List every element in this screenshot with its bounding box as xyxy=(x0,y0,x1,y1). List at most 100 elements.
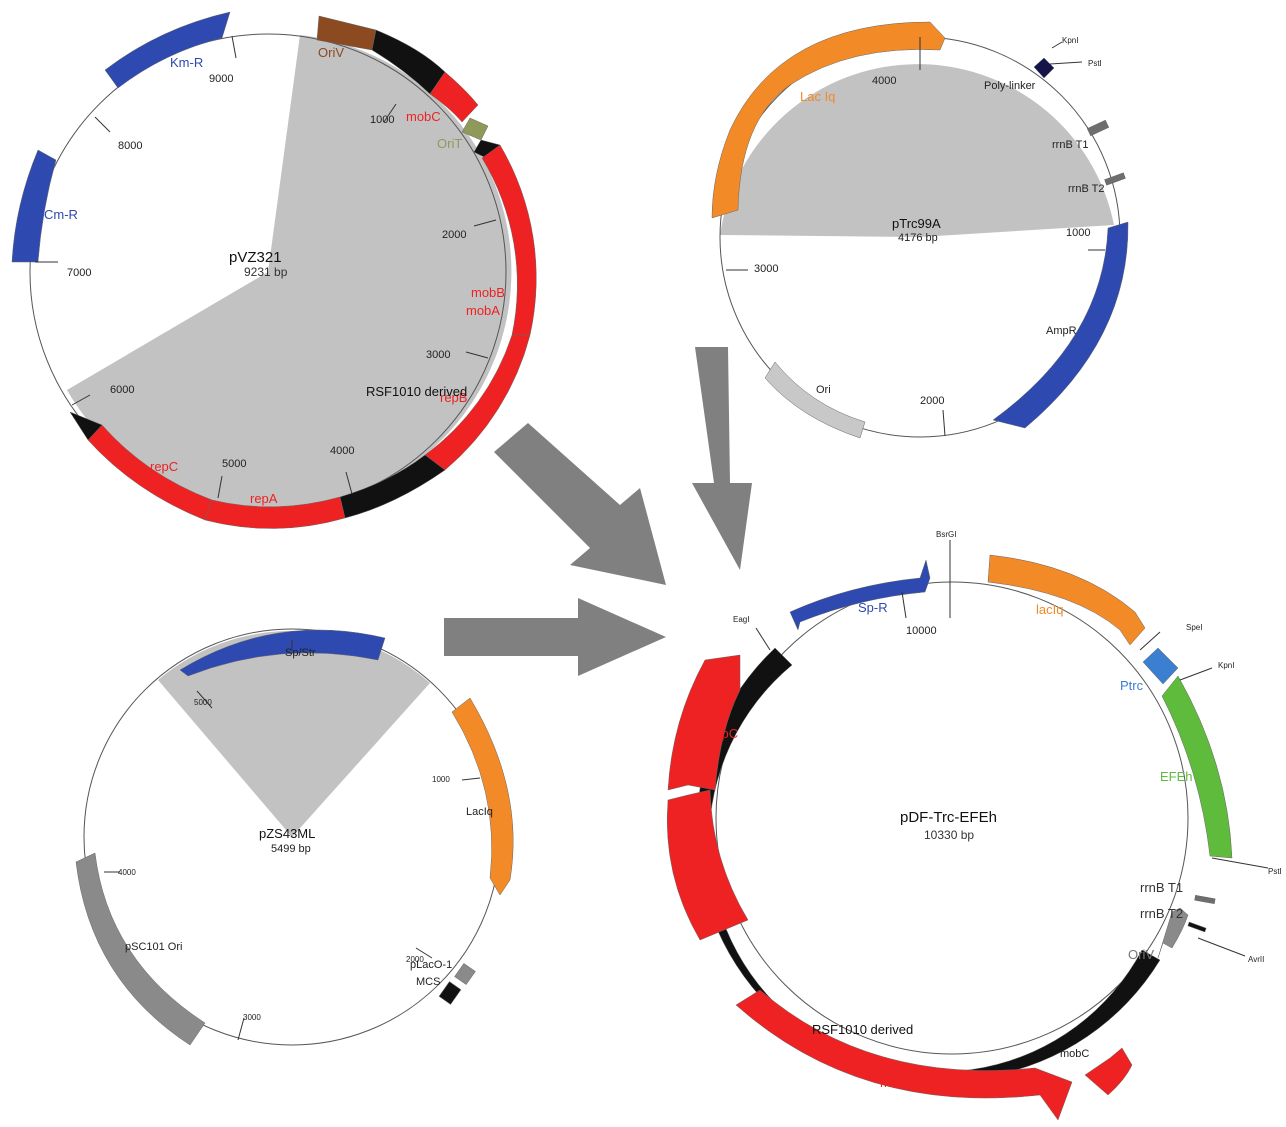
pzs43ml-label-mcs: MCS xyxy=(416,976,440,988)
pzs43ml-name: pZS43ML xyxy=(259,826,315,841)
pvz321-region-label: RSF1010 derived xyxy=(366,384,467,399)
pdf-feature-moba xyxy=(735,989,1073,1121)
pdf-label-mobc: mobC xyxy=(1060,1048,1089,1060)
pvz321-tick-5000: 5000 xyxy=(222,458,246,470)
ptrc99a-shaded-region xyxy=(720,64,1114,237)
pzs43ml-size: 5499 bp xyxy=(271,843,311,855)
ptrc99a-size: 4176 bp xyxy=(898,232,938,244)
ptrc99a-feature-laciq xyxy=(711,21,946,219)
pvz321-tick-3000: 3000 xyxy=(426,349,450,361)
ptrc99a-feature-ampr xyxy=(992,221,1129,429)
pvz321-feature-km-r xyxy=(104,11,231,89)
pdf-region-label: RSF1010 derived xyxy=(812,1022,913,1037)
pvz321-size: 9231 bp xyxy=(244,265,288,279)
pvz321-tick-marks xyxy=(35,35,497,499)
pdf-size: 10330 bp xyxy=(924,828,974,842)
ptrc99a-label-ampr: AmpR xyxy=(1046,325,1077,337)
pzs43ml-label-psc101-ori: pSC101 Ori xyxy=(125,941,182,953)
pzs43ml-tick-2000: 2000 xyxy=(406,955,424,964)
ptrc99a-label-laciq: Lac Iq xyxy=(800,89,835,104)
pdf-label-rrnb-t1: rrnB T1 xyxy=(1140,880,1183,895)
pdf-feature-ptrc xyxy=(1142,647,1179,685)
pvz321-tick-4000: 4000 xyxy=(330,445,354,457)
pvz321-tick-1000: 1000 xyxy=(370,114,394,126)
ptrc99a-feature-ori xyxy=(764,361,866,439)
pvz321-feature-black-4 xyxy=(69,411,103,441)
ptrc99a-feature-poly-linker xyxy=(1033,57,1055,79)
plasmid-map-pvz321: 1000 2000 3000 4000 5000 6000 7000 8000 … xyxy=(11,11,537,529)
pvz321-label-mobc: mobC xyxy=(406,109,441,124)
pdf-label-repa: repA xyxy=(688,841,716,856)
pdf-feature-mobc xyxy=(1084,1047,1133,1096)
pvz321-label-km-r: Km-R xyxy=(170,55,203,70)
ptrc99a-label-poly-linker: Poly-linker xyxy=(984,80,1036,92)
pdf-site-spei: SpeI xyxy=(1186,623,1202,632)
pdf-label-sp-r: Sp-R xyxy=(858,600,888,615)
pvz321-label-repa: repA xyxy=(250,491,278,506)
ptrc99a-feature-rrnb-t1 xyxy=(1086,119,1110,137)
pvz321-shaded-region xyxy=(67,35,512,510)
pdf-feature-rrnb-t2 xyxy=(1187,921,1207,933)
pvz321-label-mobb: mobB xyxy=(471,285,505,300)
pzs43ml-feature-psc101-ori xyxy=(75,852,206,1046)
pvz321-tick-9000: 9000 xyxy=(209,73,233,85)
ptrc99a-label-rrnb-t1: rrnB T1 xyxy=(1052,139,1088,151)
pdf-feature-laciq xyxy=(987,554,1146,646)
pdf-site-lines xyxy=(755,540,1269,957)
pdf-feature-repc xyxy=(667,654,741,791)
pdf-site-eagi: EagI xyxy=(733,615,749,624)
pdf-label-oriv: OriV xyxy=(1128,947,1154,962)
pzs43ml-feature-sp-str xyxy=(179,629,386,677)
pvz321-tick-8000: 8000 xyxy=(118,140,142,152)
ptrc99a-name: pTrc99A xyxy=(892,216,941,231)
arrow-from-pvz321 xyxy=(494,423,666,585)
pvz321-label-repc: repC xyxy=(150,459,178,474)
ptrc99a-label-rrnb-t2: rrnB T2 xyxy=(1068,183,1104,195)
pdf-feature-oriv xyxy=(1157,907,1189,959)
pzs43ml-tick-marks xyxy=(104,640,481,1041)
pzs43ml-tick-4000: 4000 xyxy=(118,868,136,877)
arrow-from-ptrc99a xyxy=(692,347,752,570)
ptrc99a-tick-marks xyxy=(726,37,1105,437)
pdf-tick-10000: 10000 xyxy=(906,625,937,637)
pdf-site-psti: PstI xyxy=(1268,867,1282,876)
pdf-label-rrnb-t2: rrnB T2 xyxy=(1140,906,1183,921)
pdf-label-efeh: EFEh xyxy=(1160,769,1193,784)
pzs43ml-feature-laciq xyxy=(451,697,514,896)
ptrc99a-tick-4000: 4000 xyxy=(872,75,896,87)
pzs43ml-shaded-region xyxy=(158,630,430,837)
plasmid-map-ptrc99a: 1000 2000 3000 4000 Lac Iq Poly-linker r… xyxy=(711,21,1129,439)
plasmid-map-pzs43ml: 1000 2000 3000 4000 5000 Sp/Str LacIq pL… xyxy=(75,628,514,1046)
pdf-label-laciq: lacIq xyxy=(1036,602,1063,617)
pdf-feature-efeh xyxy=(1161,675,1233,859)
pzs43ml-tick-3000: 3000 xyxy=(243,1013,261,1022)
pvz321-label-orit: OriT xyxy=(437,136,462,151)
pvz321-label-moba: mobA xyxy=(466,303,500,318)
pdf-backbone xyxy=(715,581,1189,1055)
ptrc99a-site-psti: PstI xyxy=(1088,59,1102,68)
pdf-feature-sp-r xyxy=(789,559,931,631)
pvz321-label-oriv: OriV xyxy=(318,45,344,60)
pvz321-label-cm-r: Cm-R xyxy=(44,207,78,222)
pvz321-label-repb: repB xyxy=(440,390,467,405)
pvz321-feature-cm-r xyxy=(11,149,57,263)
pvz321-tick-6000: 6000 xyxy=(110,384,134,396)
pvz321-feature-mobc xyxy=(429,71,479,123)
pvz321-name: pVZ321 xyxy=(229,249,282,266)
arrows xyxy=(444,347,752,676)
pzs43ml-tick-1000: 1000 xyxy=(432,775,450,784)
pdf-site-avrii: AvrII xyxy=(1248,955,1264,964)
pdf-name: pDF-Trc-EFEh xyxy=(900,809,997,826)
ptrc99a-tick-2000: 2000 xyxy=(920,395,944,407)
pvz321-tick-2000: 2000 xyxy=(442,229,466,241)
arrow-from-pzs43ml xyxy=(444,598,666,676)
pdf-feature-repa xyxy=(666,789,749,941)
ptrc99a-tick-1000: 1000 xyxy=(1066,227,1090,239)
pdf-site-bsrgi: BsrGI xyxy=(936,530,956,539)
ptrc99a-label-ori: Ori xyxy=(816,384,831,396)
pdf-label-ptrc: Ptrc xyxy=(1120,678,1144,693)
ptrc99a-tick-3000: 3000 xyxy=(754,263,778,275)
pzs43ml-label-placo1: pLacO-1 xyxy=(410,959,452,971)
pdf-label-moba: mobA xyxy=(880,1075,914,1090)
